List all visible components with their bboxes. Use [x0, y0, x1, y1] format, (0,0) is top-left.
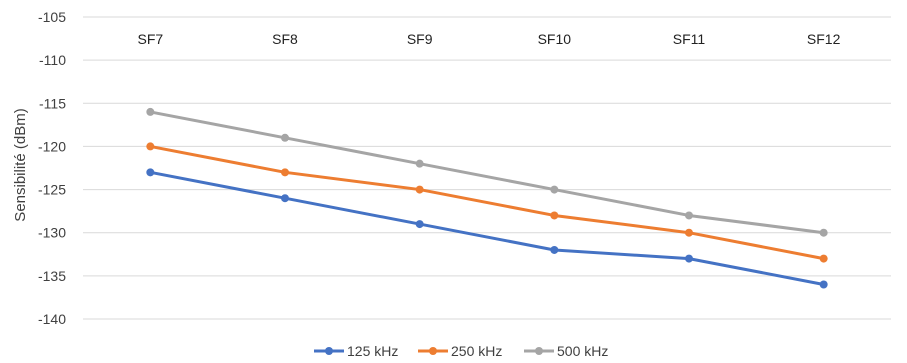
data-point: [819, 280, 828, 289]
y-tick-label: -115: [39, 95, 66, 111]
series-3: [146, 107, 828, 237]
y-tick-label: -105: [38, 9, 66, 25]
x-tick-label: SF12: [807, 31, 841, 47]
x-tick-label: SF11: [673, 31, 706, 47]
y-tick-label: -130: [38, 225, 66, 241]
x-axis-ticks: SF7 SF8 SF9 SF10 SF11 SF12: [137, 31, 840, 47]
legend-label: 125 kHz: [347, 343, 398, 359]
data-point: [685, 254, 693, 263]
legend-marker: [535, 347, 543, 355]
legend: 125 kHz 250 kHz 500 kHz: [314, 343, 608, 359]
data-point: [819, 228, 828, 237]
data-point: [281, 168, 289, 177]
data-point: [685, 211, 693, 220]
series-line: [150, 110, 824, 235]
y-axis-ticks: -105 -110 -115 -120 -125 -130 -135 -140: [38, 9, 66, 327]
data-point: [819, 254, 828, 263]
data-point: [550, 245, 559, 254]
data-point: [281, 194, 289, 203]
series-line: [150, 144, 824, 261]
series-layer: [146, 107, 828, 289]
data-point: [281, 133, 289, 142]
data-point: [550, 211, 559, 220]
legend-marker: [429, 347, 437, 355]
y-tick-label: -140: [38, 311, 66, 327]
legend-marker: [325, 347, 333, 355]
legend-label: 500 kHz: [557, 343, 608, 359]
x-tick-label: SF7: [137, 31, 163, 47]
data-point: [415, 185, 424, 194]
y-tick-label: -110: [39, 52, 66, 68]
y-tick-label: -125: [38, 182, 66, 198]
x-tick-label: SF8: [272, 31, 298, 47]
legend-label: 250 kHz: [451, 343, 502, 359]
y-tick-label: -120: [38, 138, 66, 154]
data-point: [146, 107, 155, 116]
legend-item: 500 kHz: [524, 343, 608, 359]
y-axis-title: Sensibilité (dBm): [12, 108, 29, 221]
legend-item: 250 kHz: [418, 343, 502, 359]
data-point: [415, 220, 424, 229]
data-point: [146, 168, 155, 177]
data-point: [685, 228, 693, 237]
series-1: [146, 168, 828, 289]
data-point: [415, 159, 424, 168]
data-point: [146, 142, 155, 151]
x-tick-label: SF10: [538, 31, 572, 47]
legend-item: 125 kHz: [314, 343, 398, 359]
series-2: [146, 142, 828, 263]
x-tick-label: SF9: [407, 31, 433, 47]
y-tick-label: -135: [38, 268, 66, 284]
data-point: [550, 185, 559, 194]
series-line: [150, 170, 824, 286]
gridlines: [83, 16, 891, 320]
